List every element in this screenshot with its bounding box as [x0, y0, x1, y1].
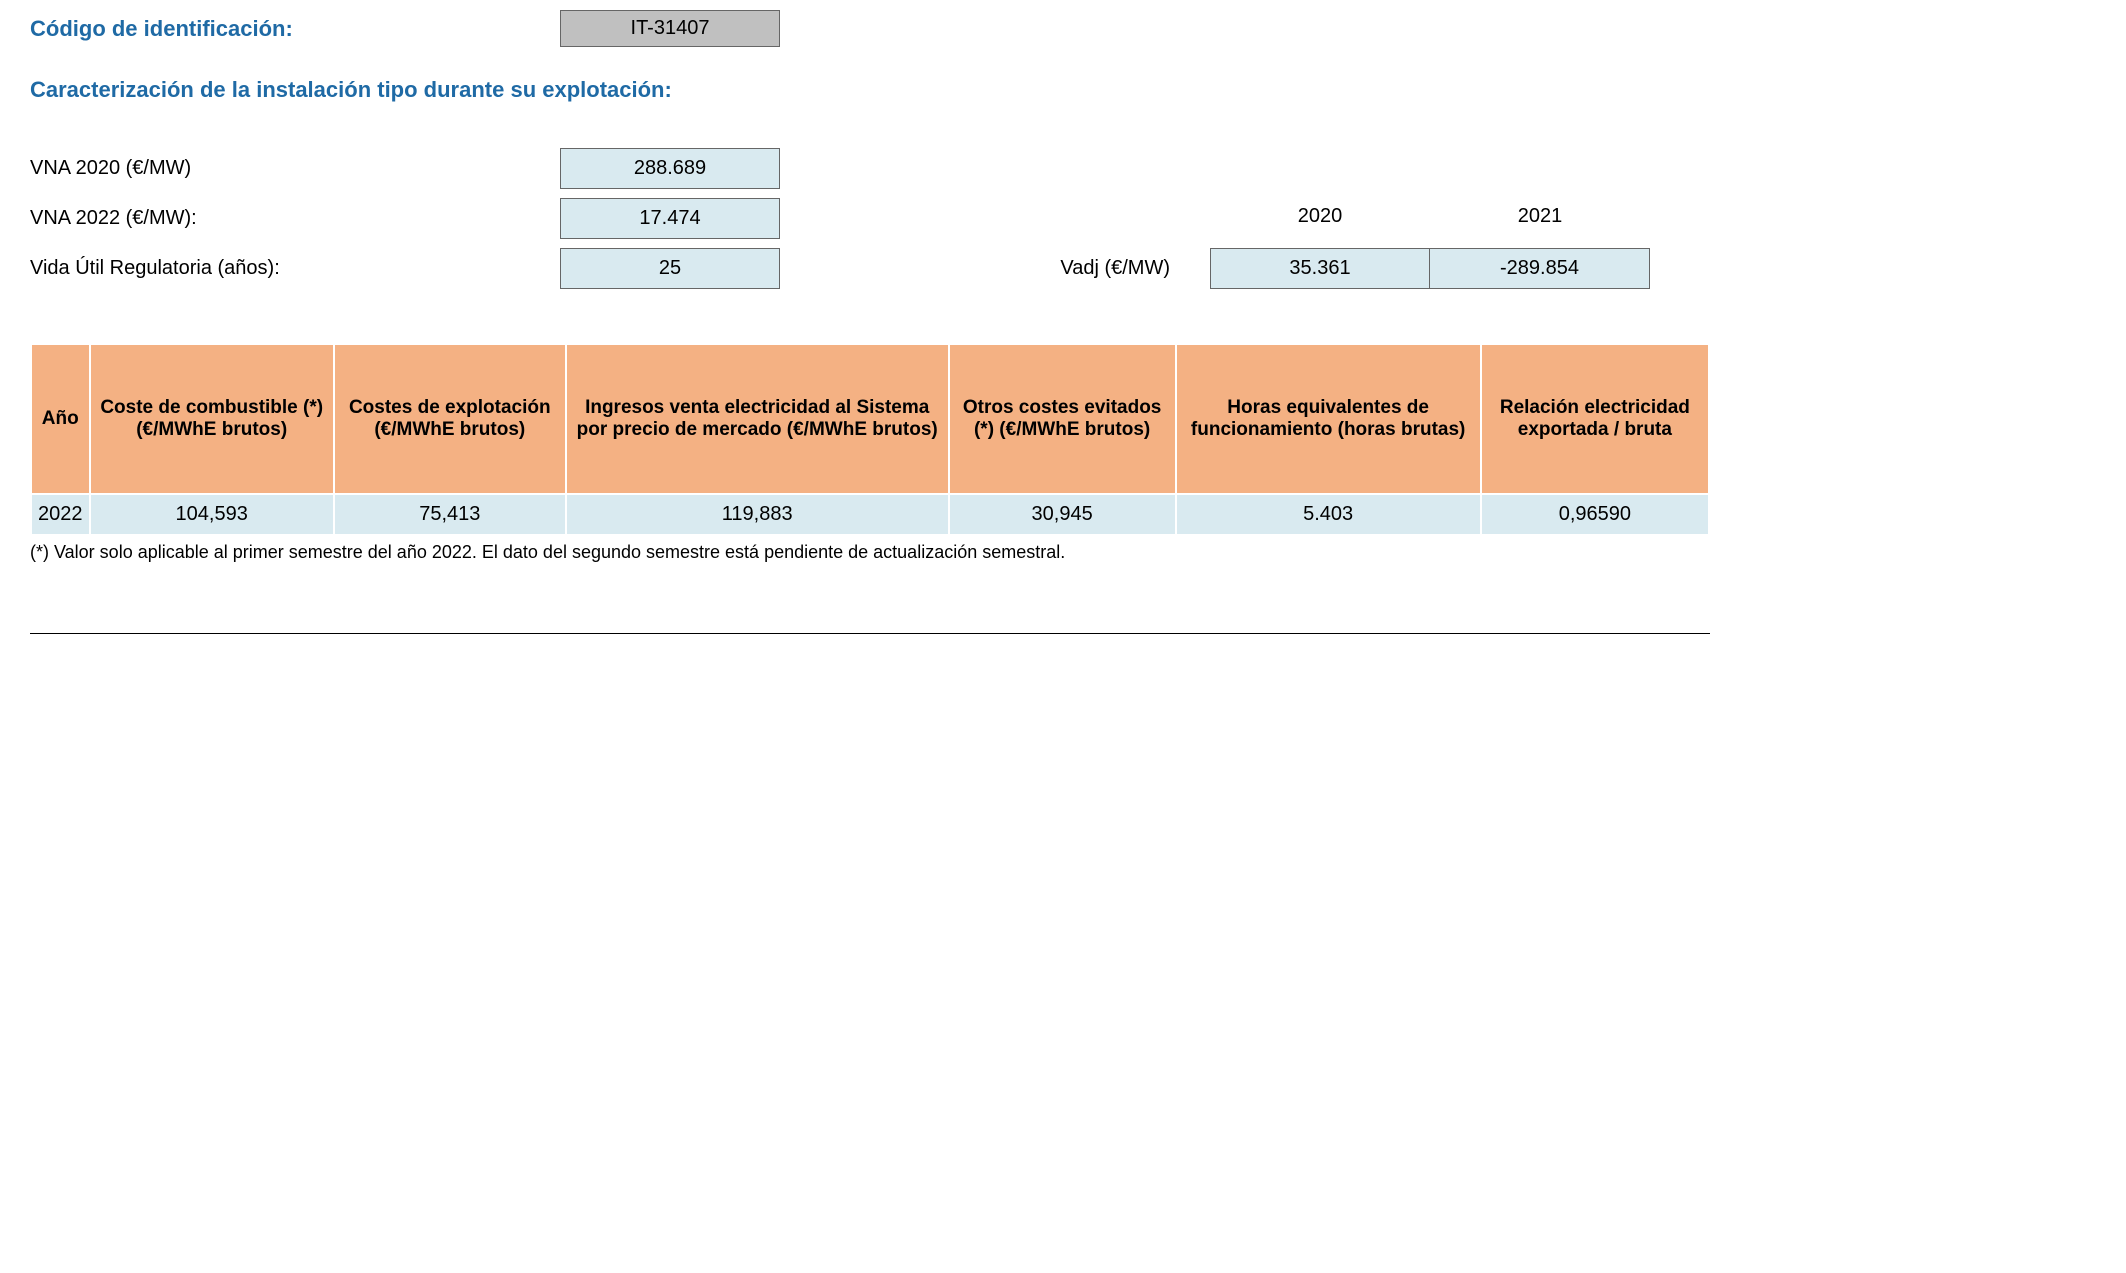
vna2020-row: VNA 2020 (€/MW) 288.689	[30, 143, 2096, 193]
codigo-value: IT-31407	[560, 10, 780, 47]
vna2022-label: VNA 2022 (€/MW):	[30, 207, 560, 230]
vna2022-value: 17.474	[560, 198, 780, 239]
footnote: (*) Valor solo aplicable al primer semes…	[30, 542, 2096, 563]
cell-relacion-elec: 0,96590	[1481, 494, 1709, 535]
vna2022-row: VNA 2022 (€/MW): 17.474 2020 2021	[30, 193, 2096, 243]
divider-line	[30, 633, 1710, 634]
cell-horas-equiv: 5.403	[1176, 494, 1481, 535]
codigo-label: Código de identificación:	[30, 16, 560, 42]
vida-value: 25	[560, 248, 780, 289]
vida-row: Vida Útil Regulatoria (años): 25 Vadj (€…	[30, 243, 2096, 293]
col-ingresos-venta: Ingresos venta electricidad al Sistema p…	[566, 344, 949, 494]
col-otros-costes: Otros costes evitados (*) (€/MWhE brutos…	[949, 344, 1176, 494]
col-costes-explotacion: Costes de explotación (€/MWhE brutos)	[334, 344, 566, 494]
identification-row: Código de identificación: IT-31407	[30, 10, 2096, 47]
vna2020-value: 288.689	[560, 148, 780, 189]
col-coste-combustible: Coste de combustible (*) (€/MWhE brutos)	[90, 344, 334, 494]
vida-label: Vida Útil Regulatoria (años):	[30, 257, 560, 280]
col-horas-equiv: Horas equivalentes de funcionamiento (ho…	[1176, 344, 1481, 494]
vna2020-label: VNA 2020 (€/MW)	[30, 157, 560, 180]
table-row: 2022 104,593 75,413 119,883 30,945 5.403…	[31, 494, 1709, 535]
table-header-row: Año Coste de combustible (*) (€/MWhE bru…	[31, 344, 1709, 494]
cell-ingresos-venta: 119,883	[566, 494, 949, 535]
params-block: VNA 2020 (€/MW) 288.689 VNA 2022 (€/MW):…	[30, 143, 2096, 293]
cell-otros-costes: 30,945	[949, 494, 1176, 535]
main-data-table: Año Coste de combustible (*) (€/MWhE bru…	[30, 343, 1710, 536]
cell-ano: 2022	[31, 494, 90, 535]
col-ano: Año	[31, 344, 90, 494]
vadj-label: Vadj (€/MW)	[1040, 257, 1190, 280]
section-title: Caracterización de la instalación tipo d…	[30, 77, 2096, 103]
vadj-2020-value: 35.361	[1210, 248, 1430, 289]
vadj-year-2020: 2020	[1210, 205, 1430, 232]
vadj-year-2021: 2021	[1430, 205, 1650, 232]
col-relacion-elec: Relación electricidad exportada / bruta	[1481, 344, 1709, 494]
vadj-2021-value: -289.854	[1430, 248, 1650, 289]
cell-coste-combustible: 104,593	[90, 494, 334, 535]
cell-costes-explotacion: 75,413	[334, 494, 566, 535]
